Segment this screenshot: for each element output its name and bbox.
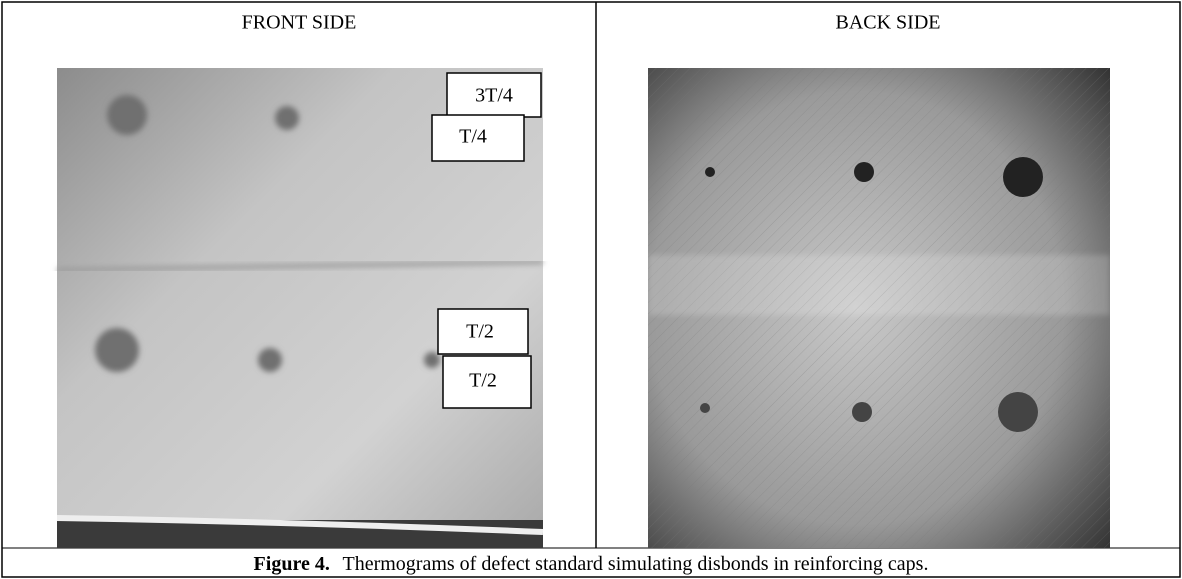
label-box: T/2: [443, 356, 531, 408]
defect-label: T/4: [459, 126, 487, 148]
defect-label: T/2: [466, 321, 494, 343]
page: FRONT SIDE BACK SIDE 3T/4 T/4 T: [0, 0, 1182, 579]
caption-label: Figure 4.: [254, 553, 330, 575]
column-header: FRONT SIDE: [242, 12, 357, 34]
figure: FRONT SIDE BACK SIDE 3T/4 T/4 T: [0, 0, 1182, 579]
caption-text: Thermograms of defect standard simulatin…: [342, 553, 928, 575]
label-box: 3T/4: [447, 73, 541, 117]
caption: Figure 4. Thermograms of defect standard…: [254, 553, 929, 575]
defect-label: 3T/4: [475, 85, 513, 107]
back-thermogram: [648, 68, 1110, 548]
column-header: BACK SIDE: [835, 12, 940, 34]
defect-label: T/2: [469, 370, 497, 392]
label-box: T/2: [438, 309, 528, 354]
label-box: T/4: [432, 115, 524, 161]
